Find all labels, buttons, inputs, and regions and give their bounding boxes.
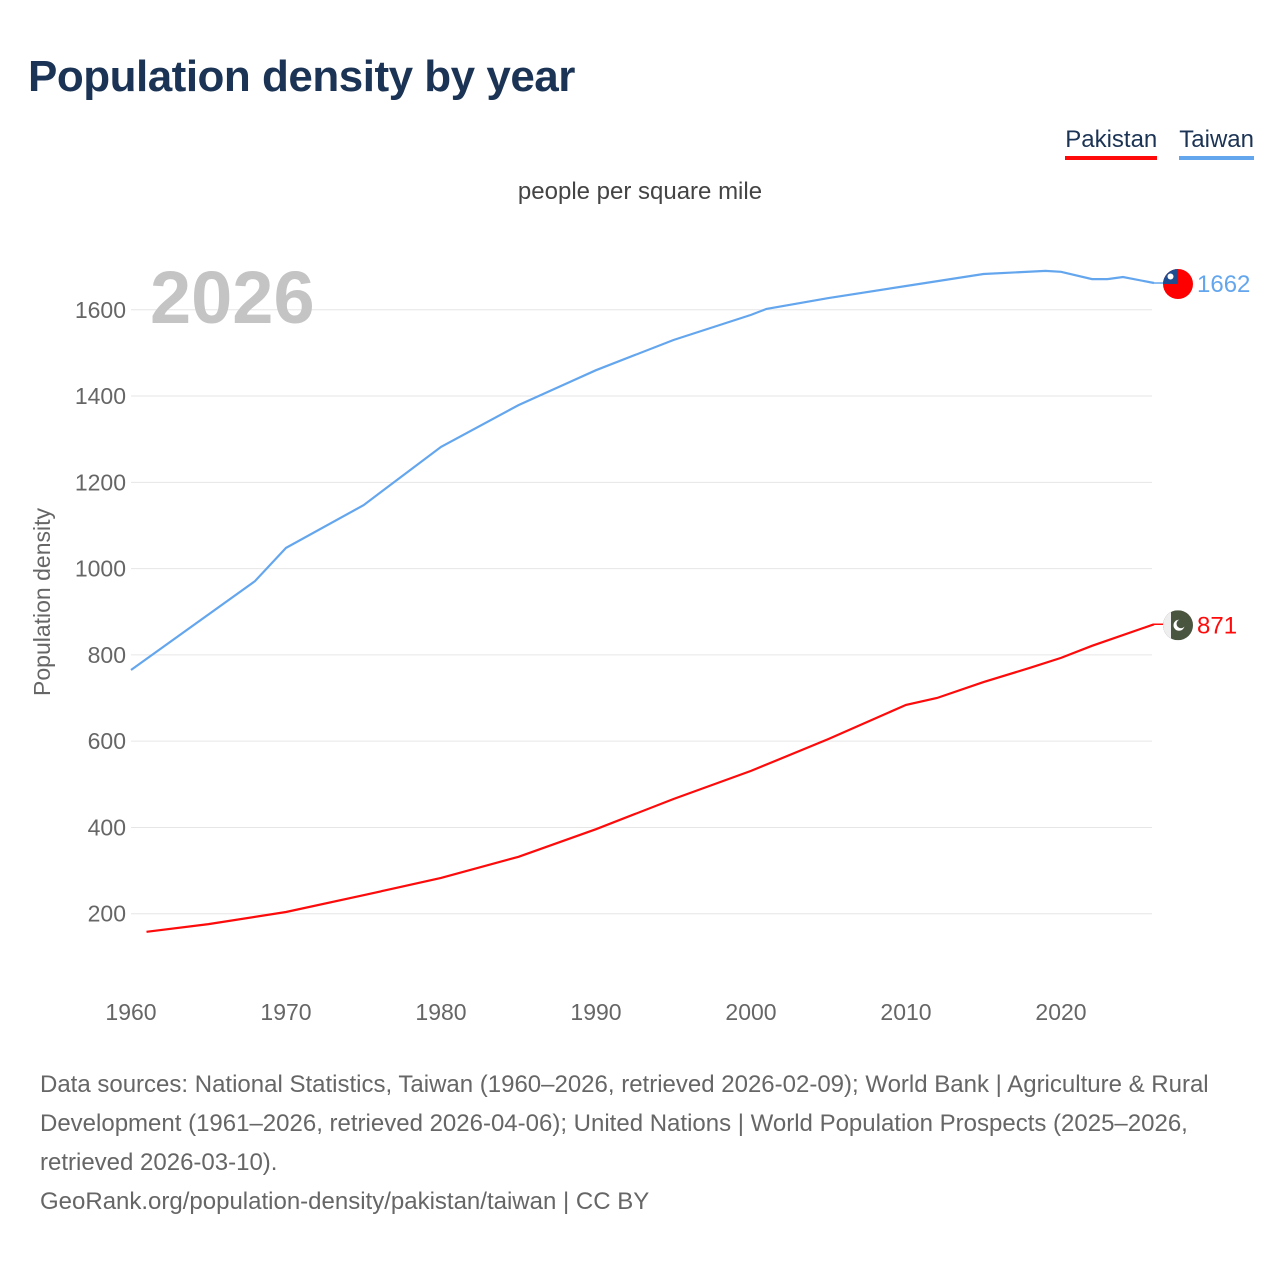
y-tick-label: 1400 xyxy=(75,383,126,409)
footer: Data sources: National Statistics, Taiwa… xyxy=(40,1065,1250,1221)
x-tick-label: 1980 xyxy=(415,999,466,1025)
y-tick-label: 400 xyxy=(88,814,126,840)
source-link[interactable]: GeoRank.org/population-density/pakistan/… xyxy=(40,1188,650,1215)
x-tick-label: 2020 xyxy=(1035,999,1086,1025)
x-tick-label: 1970 xyxy=(260,999,311,1025)
y-tick-label: 200 xyxy=(88,901,126,927)
y-tick-label: 1600 xyxy=(75,297,126,323)
series-line-taiwan xyxy=(130,269,1155,671)
x-tick-label: 2000 xyxy=(725,999,776,1025)
y-tick-label: 1000 xyxy=(75,556,126,582)
legend-item-pakistan[interactable]: Pakistan xyxy=(1065,126,1158,160)
legend: Pakistan Taiwan xyxy=(1065,126,1254,160)
pakistan-flag-icon xyxy=(1163,610,1193,641)
x-tick-label: 1960 xyxy=(105,999,156,1025)
y-tick-label: 600 xyxy=(88,728,126,754)
y-axis-label: Population density xyxy=(29,508,55,696)
chart-subtitle: people per square mile xyxy=(517,178,763,205)
line-chart: 200 400 600 800 1000 1200 1400 1600 1960 1970 1980… xyxy=(29,269,1250,1025)
taiwan-flag-icon xyxy=(1163,269,1193,300)
year-marker: 2026 xyxy=(150,256,315,339)
x-tick-label: 1990 xyxy=(570,999,621,1025)
chart-title: Population density by year xyxy=(28,52,575,101)
legend-item-taiwan[interactable]: Taiwan xyxy=(1179,126,1254,160)
x-tick-label: 2010 xyxy=(880,999,931,1025)
y-tick-label: 1200 xyxy=(75,469,126,495)
series-line-pakistan xyxy=(146,623,1155,933)
end-value-label-taiwan: 1662 xyxy=(1197,271,1250,298)
data-sources: Data sources: National Statistics, Taiwa… xyxy=(40,1071,1209,1176)
y-tick-label: 800 xyxy=(88,642,126,668)
end-value-label-pakistan: 871 xyxy=(1197,612,1237,639)
